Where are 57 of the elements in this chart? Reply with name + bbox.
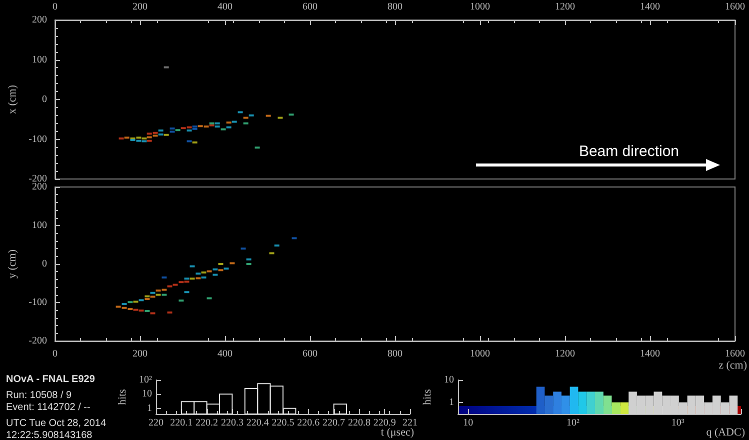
y-tick-label: 100 — [32, 54, 47, 66]
x-tick-label: 220.2 — [196, 418, 218, 428]
x-tick-label: 800 — [388, 2, 402, 12]
x-tick-label: 221 — [402, 418, 418, 428]
x-tick-label: 400 — [218, 348, 232, 360]
x-tick-label: 10 — [463, 418, 474, 428]
x-tick-label: 1400 — [640, 2, 660, 12]
y-tick-label: 0 — [42, 258, 47, 270]
x-tick-label: 1600 — [725, 348, 745, 360]
text: 12:22:5.908143168 — [6, 430, 94, 440]
x-tick-label: 1200 — [555, 2, 575, 12]
y-tick-label: -200 — [28, 174, 47, 184]
x-tick-label: 1000 — [470, 348, 490, 360]
y-tick-label: 1 — [449, 396, 454, 408]
x-tick-label: 1600 — [725, 2, 745, 12]
y-tick-label: 100 — [32, 220, 47, 231]
y-tick-label: -200 — [28, 336, 47, 346]
x-tick-label: 10² — [566, 418, 580, 428]
y-tick-label: -100 — [28, 134, 47, 145]
x-tick-label: 220.8 — [348, 418, 370, 428]
y-tick-label: 10² — [139, 374, 152, 386]
x-tick-label: 600 — [302, 2, 318, 12]
x-tick-label: 1400 — [640, 348, 660, 360]
x-axis-title: t (μsec) — [380, 426, 414, 438]
y-axis-title: x (cm) — [6, 84, 18, 114]
x-tick-label: 600 — [302, 348, 318, 360]
x-tick-label: 1200 — [555, 348, 575, 360]
y-axis-title: hits — [422, 389, 434, 405]
x-tick-label: 400 — [218, 2, 232, 12]
x-tick-label: 220.3 — [220, 418, 244, 428]
x-tick-label: 220 — [148, 418, 164, 428]
y-tick-label: 0 — [42, 94, 47, 105]
x-tick-label: 220.1 — [170, 418, 193, 428]
x-tick-label: 10³ — [671, 418, 684, 428]
x-tick-label: 220.5 — [272, 418, 294, 428]
text: UTC Tue Oct 28, 2014 — [6, 418, 108, 429]
x-tick-label: 800 — [388, 348, 402, 360]
x-tick-label: 0 — [52, 2, 58, 12]
y-tick-label: 10 — [142, 388, 152, 400]
x-tick-label: 220.7 — [322, 418, 346, 428]
y-tick-label: 200 — [32, 14, 47, 26]
x-tick-label: 220.9 — [373, 418, 396, 428]
y-axis-title: y (cm) — [6, 249, 18, 279]
annotation: Beam direction — [578, 143, 680, 160]
y-tick-label: 200 — [32, 182, 47, 192]
x-tick-label: 220.4 — [246, 418, 269, 428]
x-axis-title: z (cm) — [718, 360, 748, 372]
x-tick-label: 220.6 — [297, 418, 320, 428]
y-tick-label: -100 — [28, 297, 47, 308]
y-axis-title: hits — [116, 389, 129, 405]
x-tick-label: 0 — [52, 348, 58, 360]
y-tick-label: 1 — [147, 402, 152, 414]
text: Run: 10508 / 9 — [6, 390, 72, 401]
text: NOvA - FNAL E929 — [6, 374, 96, 385]
text: Event: 1142702 / -- — [6, 402, 90, 413]
x-tick-label: 1000 — [470, 2, 490, 12]
x-axis-title: q (ADC) — [706, 426, 746, 438]
